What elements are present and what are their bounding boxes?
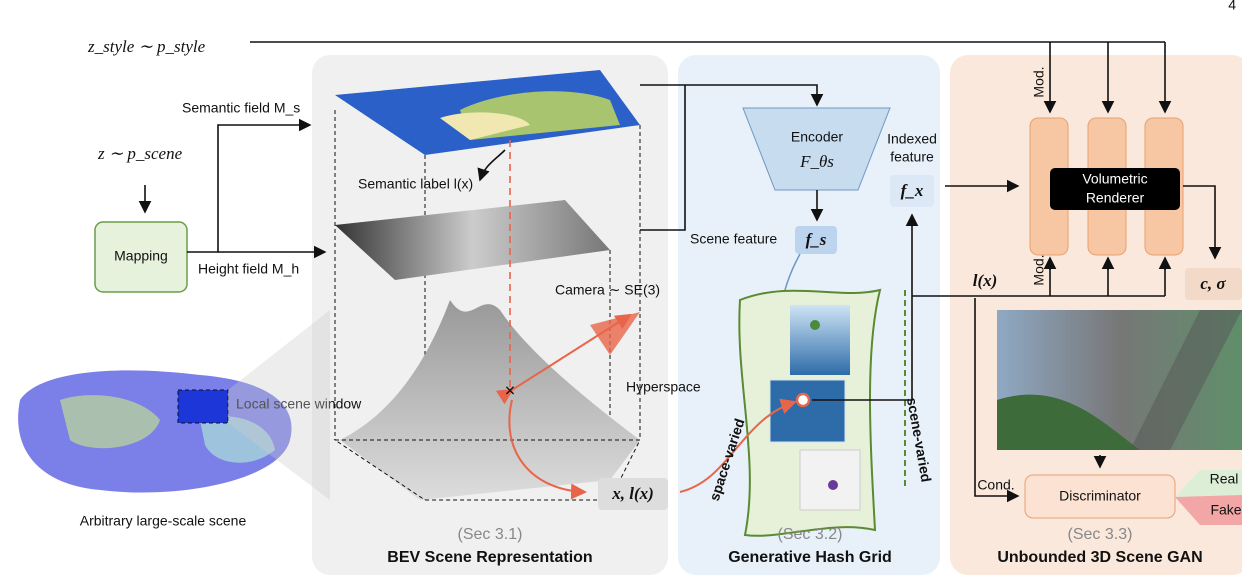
point-label: x, l(x) <box>611 484 654 503</box>
cond-label: Cond. <box>977 477 1014 493</box>
mod-label: Mod. <box>1031 254 1047 285</box>
height-field-label: Height field M_h <box>198 261 299 277</box>
arrow <box>974 298 1020 503</box>
semantic-region <box>440 112 530 140</box>
label-symbol: l(x) <box>973 271 998 290</box>
arrow <box>812 213 919 401</box>
label-lines <box>912 262 1166 297</box>
camera-label: Camera ∼ SE(3) <box>555 282 660 298</box>
fake-label: Fake <box>1210 502 1241 518</box>
discriminator-box <box>1024 474 1176 519</box>
grid-cube <box>790 305 850 375</box>
panel-title: Unbounded 3D Scene GAN <box>997 549 1202 566</box>
real-wedge <box>1175 470 1242 497</box>
semantic-label: Semantic label l(x) <box>358 176 473 192</box>
renderer-label-2: Renderer <box>1086 190 1145 206</box>
output-label: c, σ <box>1200 274 1226 293</box>
mapping-label: Mapping <box>114 248 168 264</box>
grid-point <box>828 480 838 490</box>
encoder-symbol: F_θs <box>799 152 834 171</box>
panel-title: BEV Scene Representation <box>387 549 592 566</box>
point-box <box>598 478 668 510</box>
image-trees <box>997 394 1140 450</box>
scene-feature-symbol: f_s <box>806 230 827 249</box>
query-point <box>795 392 811 408</box>
arrow <box>679 398 797 493</box>
section: (Sec 3.2) <box>778 526 843 543</box>
fake-wedge <box>1175 495 1242 525</box>
grid-point <box>810 320 820 330</box>
image-depth <box>1130 310 1242 450</box>
section: (Sec 3.3) <box>1068 526 1133 543</box>
section: (Sec 3.1) <box>458 526 523 543</box>
mapping-box <box>94 221 188 293</box>
guide-lines <box>334 110 641 500</box>
scene-patch <box>200 416 275 463</box>
indexed-feature-label-2: feature <box>890 149 934 165</box>
output-box <box>1185 268 1242 300</box>
scene-caption: Arbitrary large-scale scene <box>80 513 247 529</box>
renderer-box <box>1050 168 1180 210</box>
mod-label: Mod. <box>1031 66 1047 97</box>
indexed-feature-box <box>890 175 934 207</box>
grid-cube <box>799 449 861 511</box>
grid-cube <box>769 379 846 443</box>
discriminator-label: Discriminator <box>1059 488 1141 504</box>
arrow <box>1183 185 1222 260</box>
indexed-feature-label: Indexed <box>887 131 937 147</box>
local-window-label: Local scene window <box>236 396 362 412</box>
window-projection <box>228 310 330 500</box>
panel-title: Generative Hash Grid <box>728 549 892 566</box>
scene-noise: z ∼ p_scene <box>97 144 183 163</box>
style-noise: z_style ∼ p_style <box>87 37 206 56</box>
semantic-field-label: Semantic field M_s <box>182 100 300 116</box>
encoder <box>742 107 891 191</box>
local-window <box>177 389 229 424</box>
renderer-label: Volumetric <box>1082 171 1147 187</box>
scene-patch <box>60 395 160 449</box>
arrow <box>187 118 312 253</box>
sample-point: ✕ <box>504 383 516 399</box>
arrow <box>508 399 587 500</box>
scene-feature-label: Scene feature <box>690 231 777 247</box>
hyperspace-label: Hyperspace <box>626 379 701 395</box>
terrain <box>340 300 640 500</box>
scene-feature-box <box>795 226 837 254</box>
arrow <box>640 84 824 107</box>
arrow <box>640 85 686 231</box>
real-label: Real <box>1210 471 1239 487</box>
camera <box>590 312 640 355</box>
indexed-feature-symbol: f_x <box>901 181 924 200</box>
page-number: 4 <box>1228 0 1236 13</box>
arrow <box>477 149 506 182</box>
height-map <box>335 200 610 280</box>
encoder-label: Encoder <box>791 129 843 145</box>
